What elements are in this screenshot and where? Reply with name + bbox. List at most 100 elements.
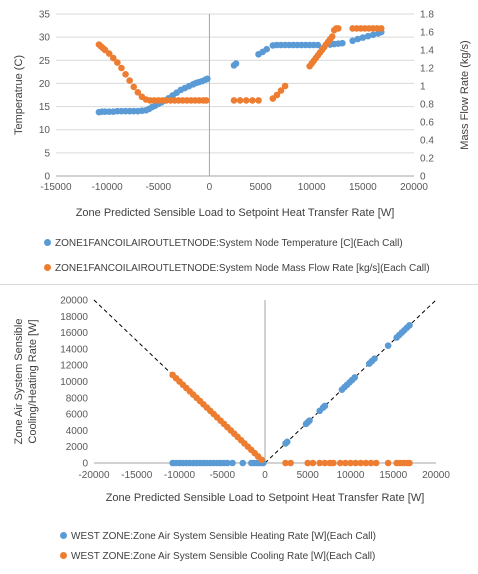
- y2-tick-label: 0.2: [420, 154, 434, 165]
- data-point-cooling: [336, 459, 344, 467]
- y2-tick-label: 1.8: [420, 10, 434, 21]
- data-point-temperature: [204, 75, 211, 83]
- data-point-massflow: [281, 82, 289, 90]
- data-point-temperature: [364, 32, 372, 40]
- y-tick-label: 5: [44, 148, 50, 159]
- y-tick-label: 2000: [66, 442, 89, 453]
- x-tick-label: 5000: [249, 182, 272, 193]
- x-tick-label: -15000: [40, 182, 72, 193]
- data-point-cooling: [316, 459, 324, 467]
- y-tick-label: 35: [39, 10, 51, 21]
- legend-item-cooling: WEST ZONE:Zone Air System Sensible Cooli…: [60, 551, 375, 562]
- y2-tick-label: 1.4: [420, 46, 434, 57]
- y-tick-label: 20000: [60, 296, 88, 307]
- x-tick-label: 15000: [349, 182, 377, 193]
- data-point-massflow: [122, 71, 129, 78]
- y2-axis-title: Mass Flow Rate (kg/s): [459, 40, 471, 149]
- x-tick-label: -10000: [164, 470, 196, 481]
- legend-item-massflow: ZONE1FANCOILAIROUTLETNODE:System Node Ma…: [44, 263, 430, 274]
- data-point-heating: [406, 321, 413, 329]
- data-point-massflow: [109, 54, 117, 62]
- data-point-massflow: [335, 25, 342, 32]
- data-point-cooling: [384, 459, 392, 467]
- chart-panel-temperature-massflow: 0 5 10 15 20 25 30 35 0 0.2 0.4 0.6 0.8 1 1.2 1.4 1.6 1.8…: [0, 0, 478, 285]
- legend-item-temperature: ZONE1FANCOILAIROUTLETNODE:System Node Te…: [44, 238, 403, 249]
- y2-tick-label: 0.6: [420, 118, 434, 129]
- data-point-cooling: [406, 459, 413, 467]
- y-tick-label: 8000: [66, 393, 89, 404]
- data-point-cooling: [258, 456, 265, 464]
- data-point-temperature: [354, 35, 362, 43]
- data-point-massflow: [273, 91, 281, 99]
- x-tick-label: 10000: [298, 182, 326, 193]
- y-tick-label: 0: [44, 172, 50, 183]
- data-point-cooling: [372, 459, 380, 467]
- y-tick-label: 10: [39, 125, 51, 136]
- data-point-massflow: [328, 33, 336, 40]
- x-tick-label: 20000: [422, 470, 450, 481]
- y-tick-label: 4000: [66, 426, 89, 437]
- data-point-cooling: [287, 459, 294, 467]
- x-tick-label: 10000: [337, 470, 365, 481]
- x-tick-label: 5000: [297, 470, 320, 481]
- y-tick-label: 25: [39, 56, 51, 67]
- data-point-massflow: [377, 25, 385, 32]
- y-tick-label: 0: [82, 459, 88, 470]
- legend-label-temperature: ZONE1FANCOILAIROUTLETNODE:System Node Te…: [55, 238, 403, 249]
- y-tick-label: 20: [39, 79, 51, 90]
- data-point-temperature: [232, 60, 240, 67]
- y2-tick-label: 0.4: [420, 136, 434, 147]
- data-point-heating: [283, 438, 291, 446]
- x-tick-label: -15000: [121, 470, 153, 481]
- y-axis-title-line2: Cooling/Heating Rate [W]: [27, 319, 39, 443]
- data-point-massflow: [236, 97, 244, 104]
- data-point-cooling: [282, 459, 289, 467]
- y-axis-title-line1: Zone Air System Sensible: [13, 319, 25, 445]
- data-point-heating: [306, 417, 313, 424]
- data-point-cooling: [321, 459, 329, 467]
- legend-marker-orange: [44, 263, 51, 271]
- y-tick-label: 10000: [60, 377, 88, 388]
- data-point-heating: [224, 459, 231, 467]
- x-tick-label: 0: [207, 182, 213, 193]
- legend-item-heating: WEST ZONE:Zone Air System Sensible Heati…: [60, 531, 376, 542]
- data-point-cooling: [347, 459, 354, 467]
- data-point-heating: [229, 459, 236, 467]
- chart-sensible-rate: 0 2000 4000 6000 8000 10000 12000 14000 16000 180…: [13, 296, 450, 505]
- data-point-cooling: [352, 459, 359, 467]
- data-point-massflow: [118, 64, 125, 72]
- legend-marker-orange: [60, 551, 67, 559]
- data-point-cooling: [342, 459, 349, 467]
- data-point-massflow: [242, 97, 250, 104]
- y-tick-label: 30: [39, 33, 51, 44]
- y2-tick-label: 1.6: [420, 28, 434, 39]
- y-tick-label: 6000: [66, 410, 89, 421]
- x-tick-label: -5000: [209, 470, 235, 481]
- x-tick-label: 15000: [379, 470, 407, 481]
- y-axis-title: Temperatrue (C): [13, 55, 25, 135]
- y2-tick-label: 1.2: [420, 64, 434, 75]
- y-tick-label: 18000: [60, 312, 88, 323]
- data-point-massflow: [105, 50, 113, 57]
- data-point-temperature: [314, 41, 322, 49]
- x-axis-title: Zone Predicted Sensible Load to Setpoint…: [76, 207, 395, 219]
- data-point-cooling: [309, 459, 317, 467]
- data-point-massflow: [126, 77, 133, 84]
- data-point-massflow: [249, 97, 256, 104]
- y-tick-label: 15: [39, 102, 51, 113]
- x-tick-label: 0: [262, 470, 268, 481]
- data-point-cooling: [330, 459, 337, 467]
- x-tick-label: 20000: [400, 182, 428, 193]
- legend-marker-blue: [44, 238, 51, 246]
- data-point-massflow: [114, 59, 121, 66]
- data-point-temperature: [369, 31, 377, 39]
- data-point-temperature: [359, 34, 367, 41]
- y2-tick-label: 0.8: [420, 100, 434, 111]
- data-point-heating: [371, 355, 378, 362]
- data-point-cooling: [304, 459, 312, 467]
- data-point-temperature: [263, 45, 271, 53]
- data-point-cooling: [367, 459, 375, 467]
- y-tick-label: 14000: [60, 344, 88, 355]
- data-point-heating: [351, 374, 359, 381]
- data-point-cooling: [362, 459, 370, 467]
